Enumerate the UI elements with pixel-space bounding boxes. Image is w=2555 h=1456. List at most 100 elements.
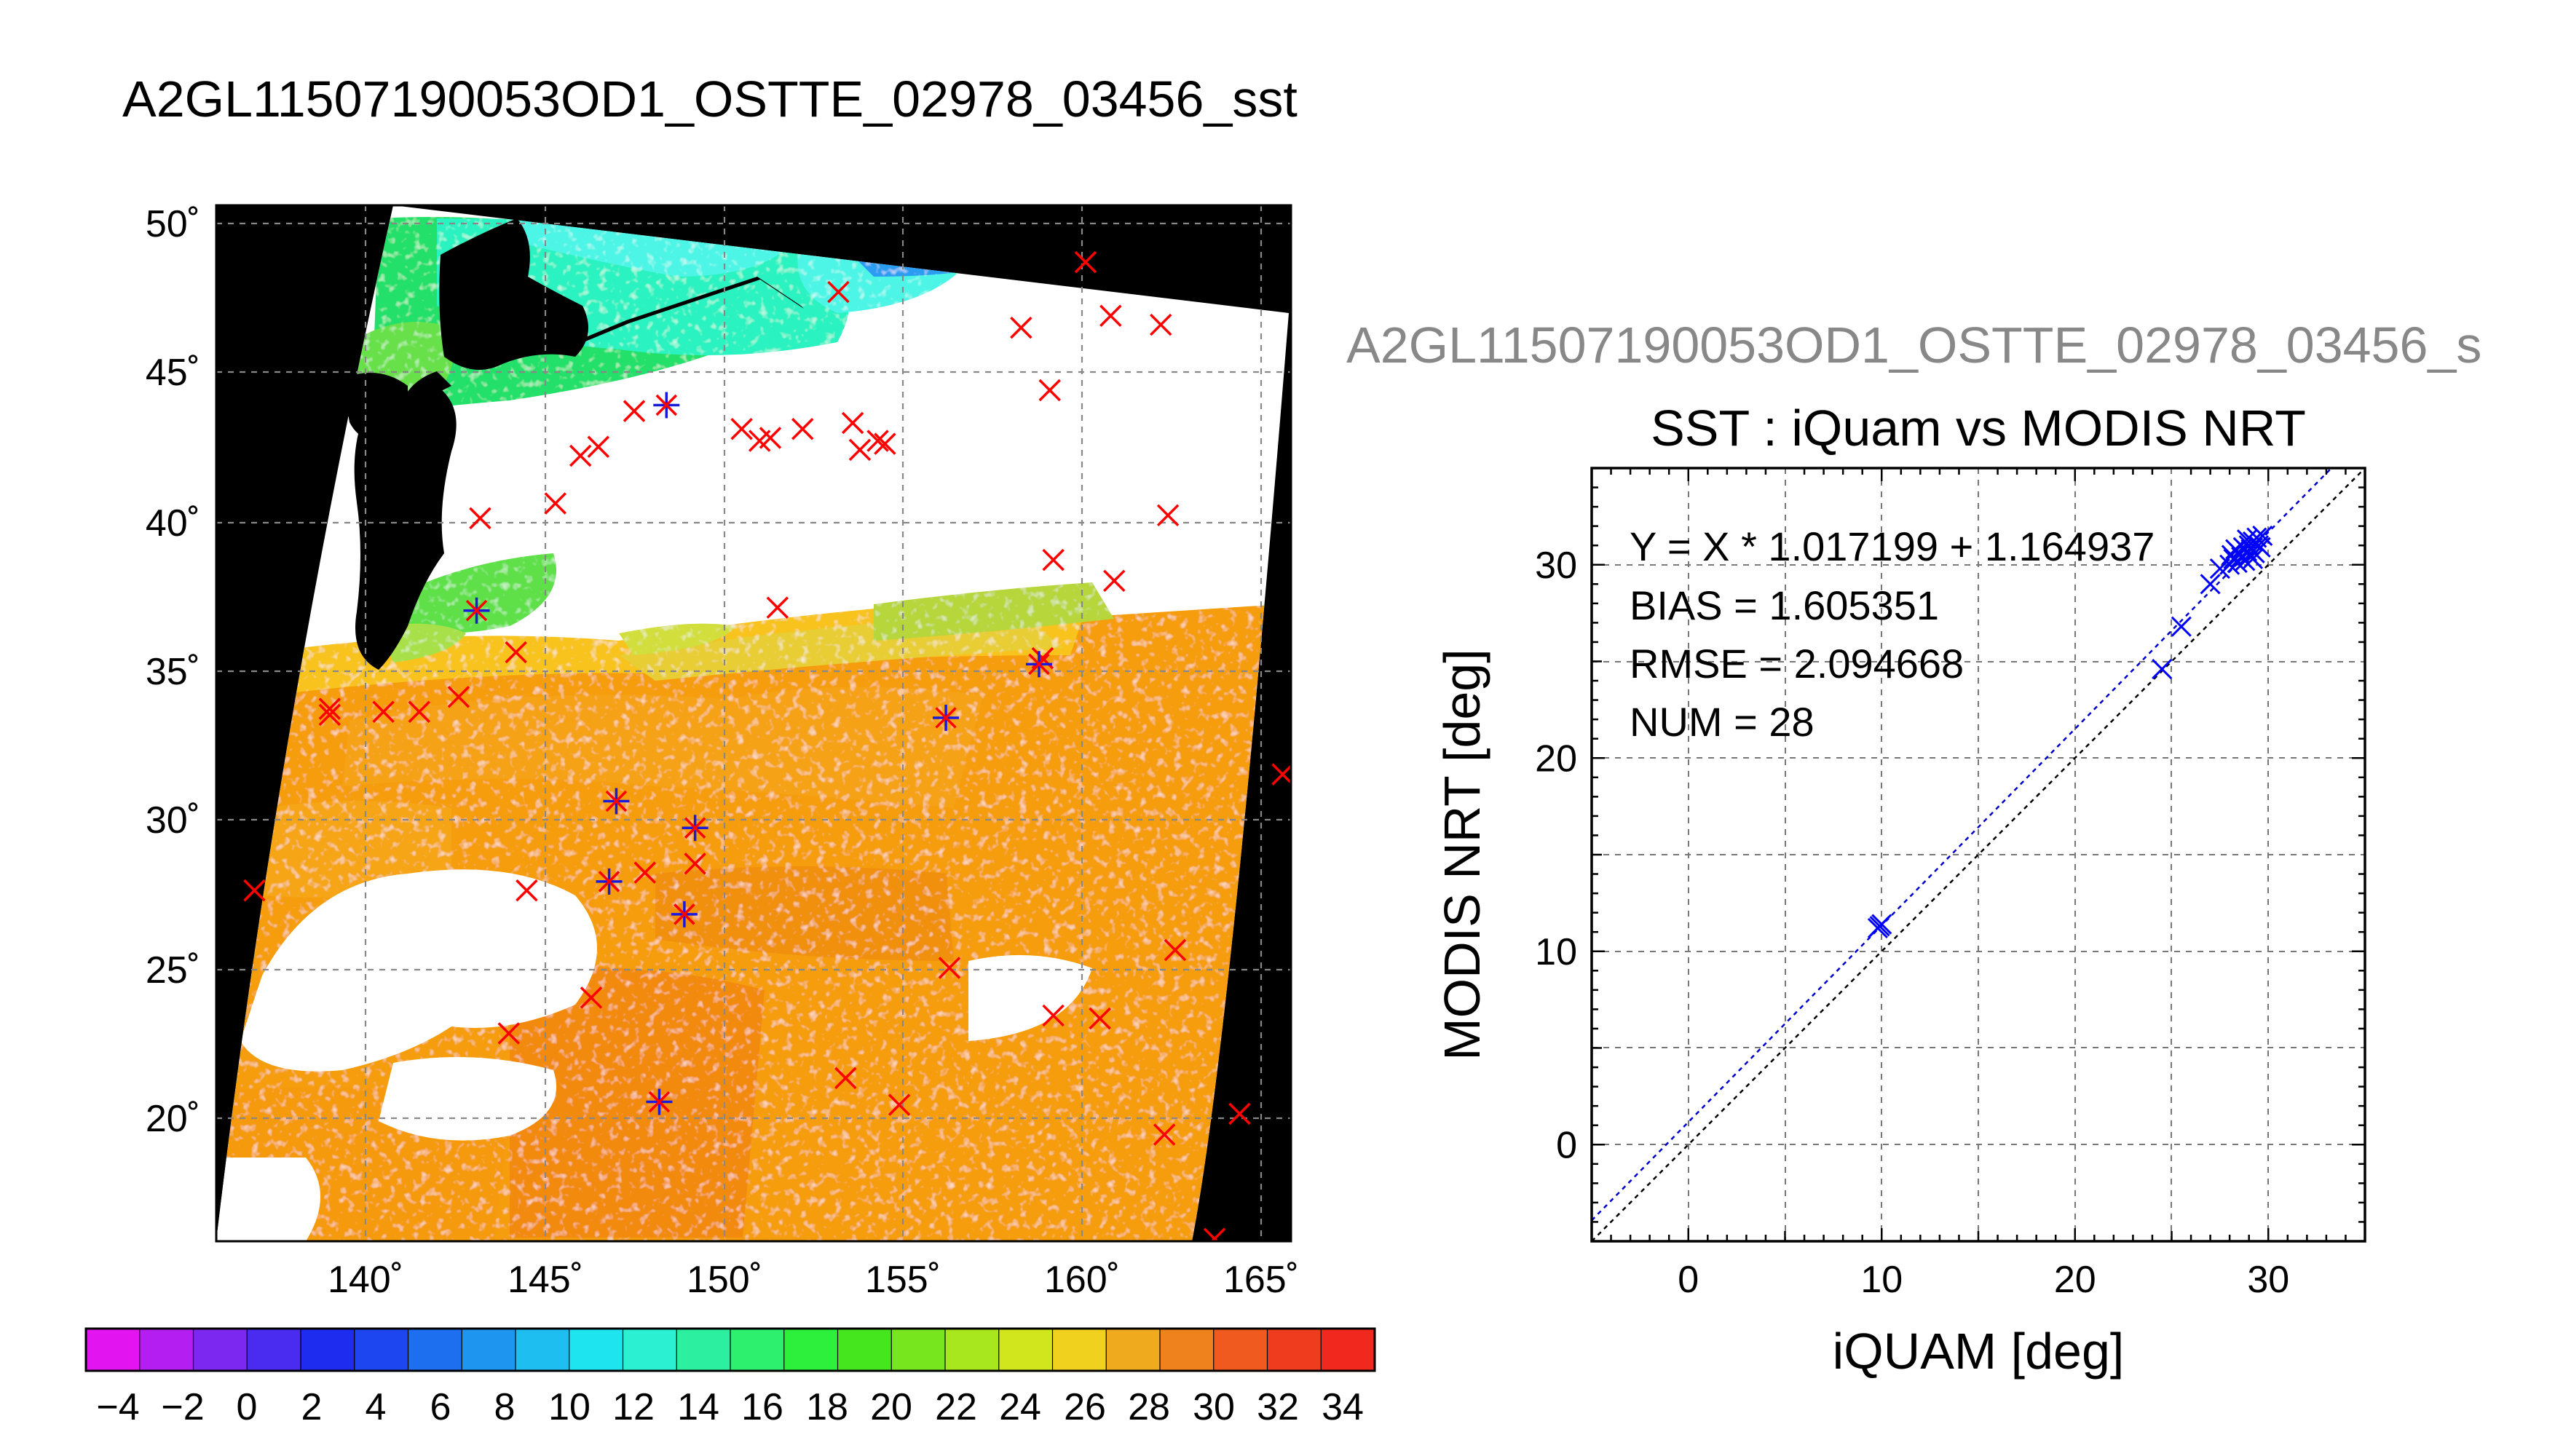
iquam-cross-marker: [318, 703, 341, 727]
matched-star-marker: [653, 392, 680, 419]
colorbar-label: 26: [1064, 1386, 1106, 1428]
iquam-cross-marker: [1074, 250, 1097, 274]
scatter-y-axis-label: MODIS NRT [deg]: [1434, 649, 1490, 1060]
scatter-point: [2171, 616, 2192, 637]
scatter-points: [1867, 525, 2273, 938]
colorbar-label: 24: [999, 1386, 1041, 1428]
lon-tick-140: 140˚: [328, 1259, 403, 1301]
colorbar-cell: [354, 1329, 408, 1371]
colorbar-cell: [408, 1329, 462, 1371]
scatter-frame: [1590, 467, 2366, 1243]
iquam-cross-marker: [1153, 1123, 1176, 1146]
colorbar-label: 8: [494, 1386, 516, 1428]
matched-star-marker: [646, 1088, 673, 1115]
land-honshu-north: [354, 386, 457, 670]
colorbar-label: 30: [1193, 1386, 1235, 1428]
matched-star-marker: [671, 901, 698, 927]
colorbar-cell: [676, 1329, 731, 1371]
colorbar-label: 10: [548, 1386, 591, 1428]
lat-tick-35: 35˚: [146, 651, 200, 693]
missing-region-southwest: [216, 1158, 320, 1241]
iquam-cross-marker: [1089, 1007, 1111, 1030]
iquam-cross-marker: [469, 507, 491, 530]
colorbar-cell: [139, 1329, 194, 1371]
iquam-cross-marker: [516, 879, 538, 902]
iquam-cross-marker: [318, 697, 341, 720]
scatter-x-tick-label: 0: [1678, 1259, 1699, 1301]
scatter-point: [1869, 916, 1890, 937]
scatter-point: [2242, 548, 2264, 569]
scatter-y-tick-label: 0: [1556, 1124, 1577, 1166]
colorbar-cell: [569, 1329, 623, 1371]
colorbar: −4 −2 0 2 4 6 8 10 12 14 16 18 20 22 24 …: [84, 1327, 1376, 1428]
colorbar-cells: [86, 1329, 1375, 1371]
iquam-cross-marker: [730, 417, 753, 440]
colorbar-cell: [1267, 1329, 1322, 1371]
scatter-stats: Y = X * 1.017199 + 1.164937 BIAS = 1.605…: [1630, 523, 2155, 745]
iquam-cross-marker: [1150, 313, 1172, 336]
colorbar-cell: [783, 1329, 838, 1371]
iquam-cross-marker: [827, 280, 850, 304]
iquam-cross-marker: [866, 430, 889, 452]
colorbar-label: 4: [366, 1386, 387, 1428]
stats-regression: Y = X * 1.017199 + 1.164937: [1630, 523, 2155, 569]
colorbar-label: −2: [161, 1386, 204, 1428]
iquam-cross-marker: [1042, 1004, 1065, 1027]
iquam-cross-marker: [938, 957, 961, 979]
matched-star-marker: [682, 815, 708, 842]
matched-star-marker: [463, 597, 490, 624]
colorbar-cell: [462, 1329, 516, 1371]
iquam-cross-marker: [243, 879, 266, 902]
iquam-cross-marker: [1010, 316, 1032, 339]
scatter-x-tick-label: 30: [2247, 1259, 2289, 1301]
colorbar-cell: [998, 1329, 1053, 1371]
one-to-one-line: [1592, 468, 2365, 1241]
page-title: A2GL11507190053OD1_OSTTE_02978_03456_sst: [122, 71, 1298, 127]
colorbar-cell: [891, 1329, 946, 1371]
scatter-x-tick-label: 20: [2054, 1259, 2096, 1301]
colorbar-label: 6: [430, 1386, 451, 1428]
iquam-cross-marker: [791, 417, 814, 440]
matched-star-marker: [1025, 651, 1052, 678]
colorbar-label: 32: [1257, 1386, 1299, 1428]
stats-bias: BIAS = 1.605351: [1630, 582, 1939, 628]
sst-map: 50˚ 45˚ 40˚ 35˚ 30˚ 25˚ 20˚ 140˚ 145˚ 15…: [146, 203, 1299, 1301]
lat-tick-45: 45˚: [146, 352, 200, 394]
colorbar-label: 28: [1128, 1386, 1170, 1428]
lon-tick-150: 150˚: [687, 1259, 762, 1301]
map-lat-axis: 50˚ 45˚ 40˚ 35˚ 30˚ 25˚ 20˚: [146, 203, 200, 1140]
colorbar-label: 2: [301, 1386, 323, 1428]
colorbar-label: 12: [612, 1386, 655, 1428]
iquam-cross-marker: [544, 492, 566, 515]
iquam-cross-marker: [1103, 569, 1126, 593]
colorbar-cell: [623, 1329, 677, 1371]
iquam-cross-marker: [1099, 304, 1122, 328]
scatter-point: [2236, 529, 2258, 550]
lat-tick-40: 40˚: [146, 502, 200, 545]
scatter-overlay-title: A2GL11507190053OD1_OSTTE_02978_03456_s: [1346, 317, 2481, 373]
scatter-point: [2225, 539, 2246, 560]
land-coast-west: [342, 373, 408, 442]
iquam-cross-marker: [447, 686, 470, 708]
iquam-cross-marker: [684, 852, 706, 875]
lon-tick-165: 165˚: [1223, 1259, 1299, 1301]
matched-star-marker: [596, 868, 623, 895]
lon-tick-160: 160˚: [1044, 1259, 1120, 1301]
map-frame: [215, 204, 1292, 1243]
iquam-cross-marker: [1164, 938, 1187, 962]
colorbar-cell: [945, 1329, 1000, 1371]
colorbar-cell: [86, 1329, 141, 1371]
land-hokkaido: [439, 218, 588, 370]
scatter-y-tick-label: 30: [1535, 545, 1577, 587]
iquam-cross-marker: [1038, 379, 1061, 402]
colorbar-cell: [247, 1329, 301, 1371]
matched-star-marker: [933, 704, 960, 731]
colorbar-label: 16: [741, 1386, 783, 1428]
colorbar-cell: [730, 1329, 785, 1371]
stats-num: NUM = 28: [1630, 699, 1814, 745]
iquam-cross-marker: [623, 400, 646, 422]
lon-tick-155: 155˚: [865, 1259, 941, 1301]
iquam-cross-marker: [497, 1022, 521, 1045]
matched-star-marker: [603, 788, 630, 815]
